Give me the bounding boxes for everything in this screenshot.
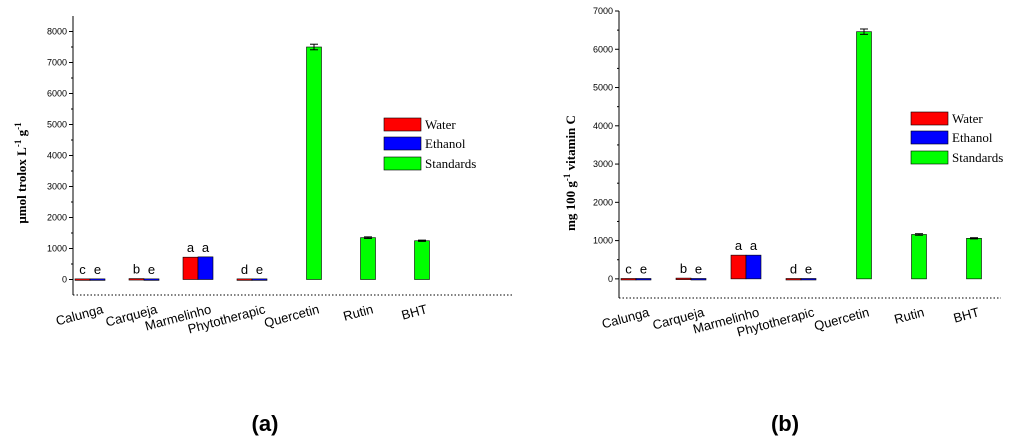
legend-swatch-ethanol: [383, 136, 422, 151]
bar-water: [236, 278, 253, 281]
panel-a-ylabel-group: μmol trolox L-1 g-1: [13, 122, 29, 224]
y-tick-label: 3000: [593, 159, 613, 169]
bar-standards: [306, 46, 322, 280]
panel-b-ylabel-group: mg 100 g-1 vitamin C: [562, 115, 578, 231]
y-tick-label: 6000: [47, 89, 67, 99]
bar-standards: [911, 234, 927, 280]
bar-water: [128, 278, 145, 281]
x-tick-label: Rutin: [893, 304, 926, 326]
significance-letter: e: [695, 261, 702, 276]
bar-water: [730, 254, 747, 280]
x-tick-label: BHT: [952, 304, 981, 325]
legend-label-standards: Standards: [952, 150, 1003, 165]
y-tick-label: 6000: [593, 44, 613, 54]
significance-letter: c: [625, 261, 632, 276]
bar-ethanol: [143, 278, 160, 281]
bar-water: [785, 278, 802, 281]
y-tick-label: 4000: [47, 151, 67, 161]
bar-water: [74, 278, 91, 281]
y-tick-label: 1000: [593, 236, 613, 246]
y-tick-label: 5000: [593, 83, 613, 93]
x-tick-label: BHT: [400, 301, 429, 322]
significance-letter: e: [256, 262, 263, 277]
x-tick-label: Rutin: [342, 301, 375, 323]
panel-b-legend: Water Ethanol Standards: [910, 111, 1003, 165]
legend-swatch-standards: [383, 156, 422, 171]
legend-label-water: Water: [425, 117, 456, 132]
x-tick-label: Quercetin: [812, 304, 870, 333]
bar-ethanol: [89, 278, 106, 281]
bar-standards: [856, 31, 872, 280]
y-tick-label: 2000: [593, 197, 613, 207]
significance-letter: d: [241, 262, 248, 277]
significance-letter: d: [790, 261, 797, 276]
bar-ethanol: [635, 278, 652, 281]
significance-letter: e: [148, 262, 155, 277]
legend-label-standards: Standards: [425, 156, 476, 171]
panel-a-ylabel: μmol trolox L-1 g-1: [13, 122, 29, 224]
bar-ethanol: [197, 256, 214, 280]
y-tick-label: 8000: [47, 27, 67, 37]
x-tick-label: Quercetin: [262, 301, 320, 330]
y-tick-label: 0: [62, 275, 67, 285]
panel-a-legend: Water Ethanol Standards: [383, 117, 476, 171]
x-tick-label: Calunga: [54, 301, 105, 328]
panel-b-label: (b): [771, 411, 799, 436]
significance-letter: a: [187, 240, 195, 255]
y-tick-label: 7000: [47, 58, 67, 68]
legend-swatch-ethanol: [910, 130, 949, 145]
legend-swatch-water: [383, 117, 422, 132]
panel-a: 0 1000 2000 3000 4000 5000 6000 7000 8000 Calunga…: [13, 16, 513, 436]
panel-b-ylabel: mg 100 g-1 vitamin C: [562, 115, 578, 231]
panel-a-label: (a): [252, 411, 279, 436]
bar-ethanol: [251, 278, 268, 281]
y-tick-label: 4000: [593, 121, 613, 131]
significance-letter: c: [79, 262, 86, 277]
legend-label-ethanol: Ethanol: [952, 130, 993, 145]
significance-letter: a: [202, 240, 210, 255]
significance-letter: a: [735, 238, 743, 253]
legend-swatch-water: [910, 111, 949, 126]
y-tick-label: 1000: [47, 244, 67, 254]
bar-ethanol: [800, 278, 817, 281]
legend-swatch-standards: [910, 150, 949, 165]
bar-standards: [414, 240, 430, 280]
y-tick-label: 5000: [47, 120, 67, 130]
bar-ethanol: [745, 254, 762, 280]
y-tick-label: 3000: [47, 182, 67, 192]
bar-standards: [966, 238, 982, 280]
bar-water: [675, 277, 692, 280]
significance-letter: e: [94, 262, 101, 277]
significance-letter: a: [750, 238, 758, 253]
bar-ethanol: [690, 278, 707, 281]
x-tick-label: Calunga: [600, 304, 651, 331]
y-tick-label: 2000: [47, 213, 67, 223]
bar-water: [182, 256, 199, 280]
bar-water: [620, 278, 637, 281]
bar-standards: [360, 237, 376, 280]
significance-letter: b: [133, 262, 140, 277]
y-tick-label: 7000: [593, 6, 613, 16]
legend-label-ethanol: Ethanol: [425, 136, 466, 151]
panel-a-plot: 0 1000 2000 3000 4000 5000 6000 7000 8000 Calunga…: [47, 16, 513, 336]
significance-letter: e: [640, 261, 647, 276]
y-tick-label: 0: [608, 274, 613, 284]
significance-letter: b: [680, 261, 687, 276]
legend-label-water: Water: [952, 111, 983, 126]
significance-letter: e: [805, 261, 812, 276]
